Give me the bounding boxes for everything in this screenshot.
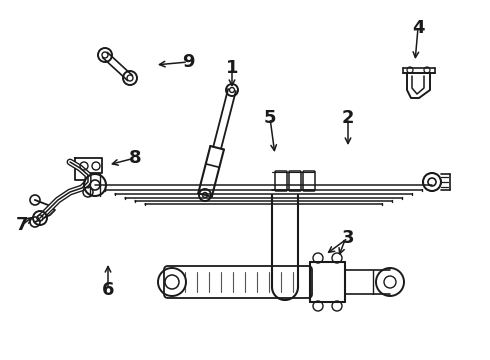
Text: 9: 9: [182, 53, 194, 71]
Text: 6: 6: [102, 281, 114, 299]
Text: 4: 4: [412, 19, 424, 37]
Text: 8: 8: [129, 149, 141, 167]
Text: 7: 7: [16, 216, 28, 234]
Text: 5: 5: [264, 109, 276, 127]
Text: 2: 2: [342, 109, 354, 127]
Text: 1: 1: [226, 59, 238, 77]
Text: 3: 3: [342, 229, 354, 247]
